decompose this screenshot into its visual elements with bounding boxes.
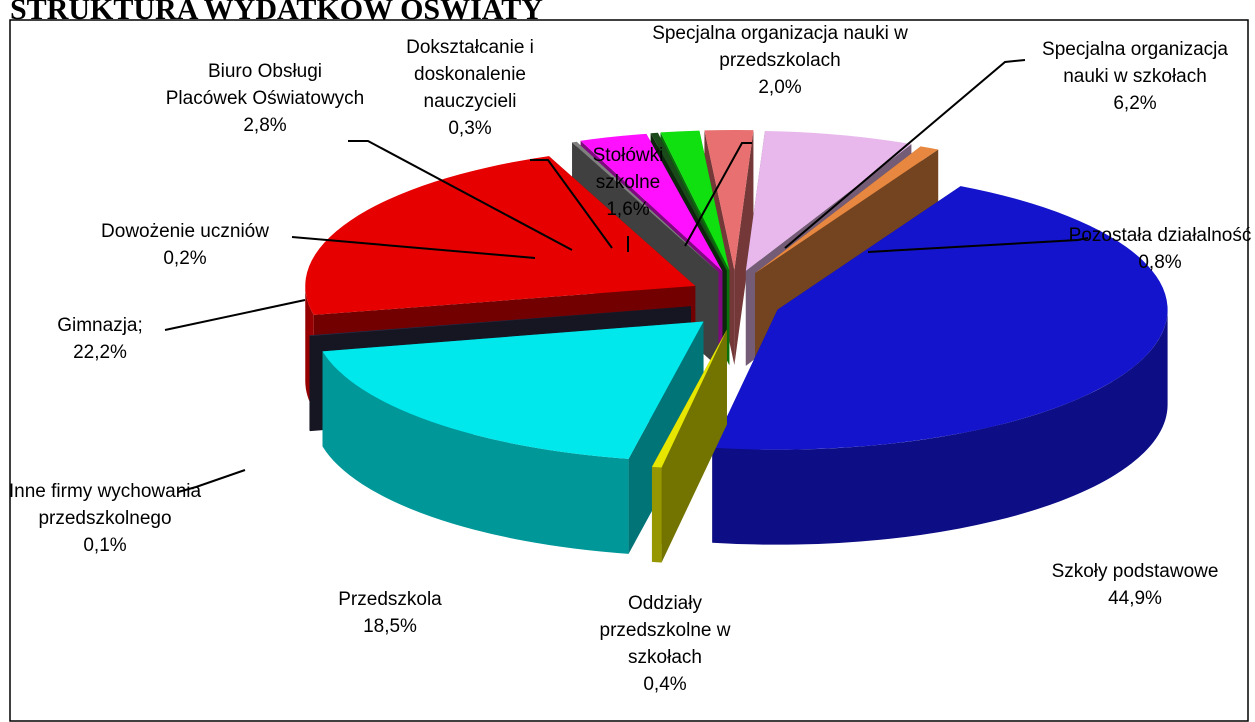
slice-label: Specjalna organizacja nauki w szkołach 6,… (1020, 36, 1250, 117)
slice-side (651, 329, 727, 562)
value-label: 0,4% (643, 674, 687, 695)
slice-top (650, 132, 727, 271)
slice-top (704, 130, 754, 271)
value-label: 0,1% (83, 535, 127, 556)
chart-title: STRUKTURA WYDATKÓW OŚWIATY (10, 0, 543, 26)
leader-line (684, 142, 752, 247)
slice-label: Oddziały przedszkolne w szkołach 0,4% (580, 590, 750, 698)
slice (712, 186, 1168, 545)
slice-wall (651, 466, 662, 563)
slice-top (580, 133, 723, 272)
slice-label: Dowożenie uczniów 0,2% (60, 218, 310, 272)
value-label: 2,8% (243, 115, 287, 136)
slice-top (660, 130, 730, 271)
slice-top (712, 186, 1168, 450)
slice-label: Przedszkola 18,5% (305, 586, 475, 640)
category-label: Pozostała działalność (1068, 225, 1252, 246)
value-label: 0,3% (448, 118, 492, 139)
slice-top (755, 146, 939, 274)
leader-line (867, 237, 1089, 253)
slice-label: Dokształcanie i doskonalenie nauczycieli… (380, 34, 560, 142)
category-label: Inne firmy wychowania przedszkolnego (8, 481, 202, 529)
slice (322, 321, 704, 554)
category-label: Oddziały przedszkolne w szkołach (599, 593, 731, 668)
leader-line (177, 469, 246, 493)
category-label: Dowożenie uczniów (101, 221, 269, 242)
category-label: Dokształcanie i doskonalenie nauczycieli (406, 37, 534, 112)
category-label: Specjalna organizacja nauki w szkołach (1042, 39, 1228, 87)
slice-top (305, 156, 696, 315)
slice-label: Szkoły podstawowe 44,9% (1025, 558, 1245, 612)
slice-label: Inne firmy wychowania przedszkolnego 0,1% (0, 478, 210, 559)
category-label: Gimnazja; (57, 315, 143, 336)
slice-wall (322, 351, 629, 554)
slice-side (734, 130, 754, 366)
slice-label: Specjalna organizacja nauki w przedszkol… (650, 20, 910, 101)
slice-label: Gimnazja; 22,2% (15, 312, 185, 366)
slice-top (651, 329, 727, 468)
value-label: 18,5% (363, 616, 417, 637)
leader-line (784, 59, 1026, 249)
category-label: Stołówki szkolne (592, 145, 664, 193)
value-label: 44,9% (1108, 588, 1162, 609)
leader-line (348, 140, 573, 251)
category-label: Szkoły podstawowe (1051, 561, 1219, 582)
value-label: 2,0% (758, 77, 802, 98)
slice-wall (712, 309, 1168, 545)
value-label: 0,2% (163, 248, 207, 269)
leader-line (530, 159, 613, 249)
value-label: 0,8% (1138, 252, 1182, 273)
slice-label: Pozostała działalność 0,8% (1055, 222, 1255, 276)
slice-label: Biuro Obsługi Placówek Oświatowych 2,8% (165, 58, 365, 139)
leader-line (164, 299, 306, 331)
value-label: 1,6% (606, 199, 650, 220)
slice (651, 329, 727, 563)
slice-wall (309, 335, 310, 432)
value-label: 6,2% (1113, 93, 1157, 114)
slice-top (572, 141, 719, 273)
slice-top (745, 131, 912, 271)
category-label: Specjalna organizacja nauki w przedszkol… (652, 23, 908, 71)
value-label: 22,2% (73, 342, 127, 363)
leader-line (291, 236, 536, 259)
slice-top (322, 321, 704, 459)
slice-top (309, 306, 692, 337)
slice-label: Stołówki szkolne 1,6% (568, 142, 688, 223)
category-label: Biuro Obsługi Placówek Oświatowych (165, 61, 365, 109)
category-label: Przedszkola (338, 589, 442, 610)
chart-border (9, 19, 1249, 722)
